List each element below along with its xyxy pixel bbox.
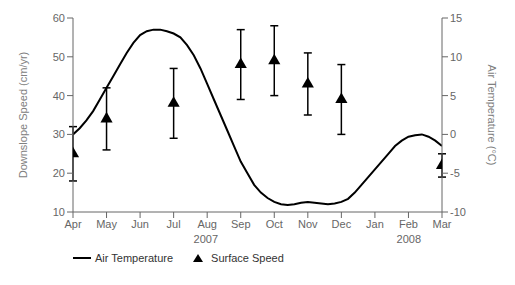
svg-text:15: 15 xyxy=(450,12,462,24)
svg-text:10: 10 xyxy=(450,51,462,63)
svg-text:Apr: Apr xyxy=(64,218,81,230)
svg-text:Aug: Aug xyxy=(197,218,217,230)
svg-text:Oct: Oct xyxy=(266,218,283,230)
html-text:Air Temperature: Air Temperature xyxy=(95,252,174,264)
svg-text:-5: -5 xyxy=(450,167,460,179)
svg-text:May: May xyxy=(96,218,117,230)
svg-text:Jan: Jan xyxy=(366,218,384,230)
svg-text:60: 60 xyxy=(53,12,65,24)
svg-text:50: 50 xyxy=(53,51,65,63)
svg-text:-10: -10 xyxy=(450,206,466,218)
svg-text:Sep: Sep xyxy=(231,218,251,230)
svg-text:40: 40 xyxy=(53,90,65,102)
svg-text:Mar: Mar xyxy=(433,218,452,230)
svg-text:Jul: Jul xyxy=(167,218,181,230)
svg-text:Downslope Speed (cm/yr): Downslope Speed (cm/yr) xyxy=(17,52,29,179)
svg-text:10: 10 xyxy=(53,206,65,218)
html-text:2008: 2008 xyxy=(396,233,421,245)
svg-text:20: 20 xyxy=(53,167,65,179)
svg-text:30: 30 xyxy=(53,128,65,140)
svg-text:Dec: Dec xyxy=(332,218,352,230)
svg-text:5: 5 xyxy=(450,90,456,102)
svg-text:Air Temperature (°C): Air Temperature (°C) xyxy=(486,65,498,166)
svg-text:0: 0 xyxy=(450,128,456,140)
html-text:2007: 2007 xyxy=(193,233,219,245)
html-text:Surface Speed: Surface Speed xyxy=(211,252,284,264)
svg-text:Nov: Nov xyxy=(298,218,318,230)
svg-text:Feb: Feb xyxy=(399,218,418,230)
svg-text:Jun: Jun xyxy=(131,218,149,230)
